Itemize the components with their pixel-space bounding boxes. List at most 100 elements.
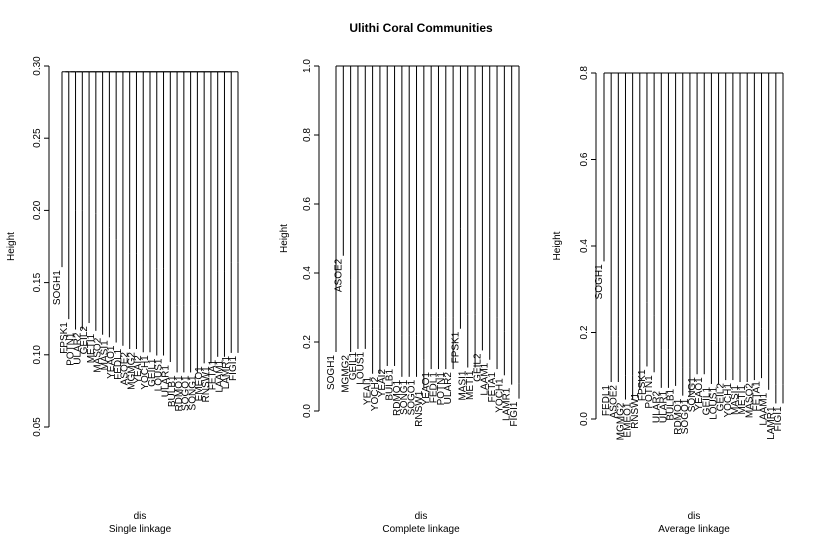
leaf-label: FETA1 — [487, 372, 498, 403]
leaf-label: FETA1 — [208, 359, 219, 390]
y-tick-label: 0.0 — [302, 404, 313, 418]
leaf-label: EMEO1 — [194, 366, 205, 401]
leaf-label: ULAR2 — [443, 372, 454, 405]
leaf-label: GEIL2 — [472, 353, 483, 382]
leaf-label: ASOE2 — [333, 258, 344, 292]
leaf-label: LOUS1 — [709, 387, 720, 420]
linkage-caption: Complete linkage — [382, 524, 460, 535]
main-title: Ulithi Coral Communities — [349, 21, 493, 35]
y-tick-label: 0.15 — [32, 272, 43, 292]
leaf-label: LAAM1 — [759, 392, 770, 425]
dendrogram-average: 0.0 0.2 0.4 0.6 0.8 Height SOGH1 FEDL1ASOE2MGMG… — [552, 66, 784, 535]
leaf-label: GEIL1 — [147, 358, 158, 387]
leaf-label: MASO2 — [744, 383, 755, 418]
leaf-label: SOGO1 — [181, 375, 192, 411]
leaf-label: POTN1 — [66, 332, 77, 366]
y-axis-label: Height — [279, 224, 290, 253]
dendrogram-complete: 0.00.20.40.60.81.0HeightSOGH1ASOE2MGMG2G… — [279, 59, 520, 535]
leaf-label: SOGH1 — [326, 355, 337, 390]
leaf-label: LAAM1 — [214, 359, 225, 392]
leaf-label: YEAO1 — [106, 345, 117, 379]
y-axis-label: Height — [6, 232, 17, 261]
leaf-label: LAAM1 — [480, 362, 491, 395]
leaf-label: LAMR1 — [502, 387, 513, 421]
leaf-label: METI1 — [737, 385, 748, 415]
leaf-label: RDMO1 — [392, 379, 403, 416]
leaf-label: SOGH1 — [52, 270, 63, 305]
leaf-label: ULAR1 — [658, 390, 669, 423]
y-tick-label: 0.8 — [579, 66, 590, 80]
leaf-label: MASI1 — [458, 370, 469, 400]
y-tick-label: 0.0 — [579, 412, 590, 426]
leaf-label: GEIL1 — [701, 387, 712, 416]
leaf-label: ASOE2 — [120, 352, 131, 386]
leaf-label: METI1 — [86, 333, 97, 363]
y-tick-label: 0.30 — [32, 56, 43, 76]
leaf-label: EMEO1 — [623, 402, 634, 437]
leaf-label: YEAO1 — [421, 372, 432, 406]
leaf-label: RNSW1 — [414, 390, 425, 427]
y-tick-label: 0.4 — [579, 239, 590, 253]
leaf-label: SOGO1 — [407, 379, 418, 415]
y-tick-label: 0.2 — [579, 325, 590, 339]
leaf-label: FEDL1 — [113, 348, 124, 380]
leaf-label: MASI1 — [99, 340, 110, 370]
leaf-label: YOCH1 — [723, 383, 734, 418]
leaf-label: FPSK1 — [637, 369, 648, 401]
leaf-label: FPSK1 — [450, 331, 461, 363]
leaf-label: ULAR1 — [160, 365, 171, 398]
leaf-label: BULB1 — [666, 388, 677, 420]
leaf-label: FIGI1 — [509, 401, 520, 426]
y-tick-label: 0.8 — [302, 128, 313, 142]
x-axis-label: dis — [415, 511, 428, 522]
leaf-label: LOUS1 — [355, 351, 366, 384]
leaf-label: ULAR2 — [72, 332, 83, 365]
leaf-label: GEIL2 — [716, 383, 727, 412]
leaf-label: YOCH1 — [494, 378, 505, 413]
leaf-label: YOCH1 — [140, 355, 151, 390]
leaf-label: FIGI1 — [228, 355, 239, 380]
leaf-label: SOGH1 — [594, 264, 605, 299]
x-axis-label: dis — [688, 511, 701, 522]
y-tick-label: 0.4 — [302, 266, 313, 280]
leaf-label: FEDL1 — [428, 372, 439, 404]
y-tick-label: 0.6 — [302, 197, 313, 211]
leaf-label: YEAI1 — [363, 376, 374, 405]
leaf-label: MASI1 — [730, 385, 741, 415]
leaf-label: MGMG2 — [615, 402, 626, 440]
y-tick-label: 1.0 — [302, 59, 313, 73]
leaf-label: LAMR1 — [221, 355, 232, 389]
x-axis-label: dis — [134, 511, 147, 522]
leaf-label: RDMO1 — [673, 398, 684, 435]
leaf-label: SONG1 — [399, 379, 410, 414]
leaf-label: MASO2 — [93, 337, 104, 372]
leaf-label: FPSK1 — [59, 322, 70, 354]
leaf-label: LOUS1 — [154, 358, 165, 391]
leaf-label: YOCH2 — [370, 376, 381, 411]
leaf-label: YEAO1 — [694, 377, 705, 411]
leaf-label: MGMG2 — [126, 352, 137, 390]
leaf-label: RDMO1 — [174, 375, 185, 412]
leaf-label: SONG1 — [187, 375, 198, 410]
leaf-label: LAMR1 — [766, 406, 777, 440]
y-tick-label: 0.20 — [32, 200, 43, 220]
leaf-label: FEDL1 — [601, 385, 612, 417]
leaf-label: FIGI1 — [773, 406, 784, 431]
leaf-label: ASOE2 — [608, 385, 619, 419]
y-tick-label: 0.05 — [32, 417, 43, 437]
dendrogram-single: 0.05 0.10 0.15 0.20 0.25 0.30 Height SOGH1 FPSK1… — [6, 56, 239, 535]
linkage-caption: Average linkage — [658, 524, 730, 535]
leaf-label: BULB1 — [167, 375, 178, 407]
leaf-label: RNSW1 — [201, 366, 212, 403]
leaf-label: YEAI2 — [377, 369, 388, 398]
leaf-label: SOGO1 — [680, 398, 691, 434]
y-tick-label: 0.6 — [579, 152, 590, 166]
leaf-label: POTN1 — [436, 372, 447, 406]
linkage-caption: Single linkage — [109, 524, 172, 535]
leaf-label: GEIL1 — [348, 351, 359, 380]
leaf-label: MGMG2 — [341, 355, 352, 393]
leaf-label: YEAI2 — [133, 355, 144, 384]
y-tick-label: 0.25 — [32, 128, 43, 148]
leaf-label: FETA1 — [752, 381, 763, 412]
